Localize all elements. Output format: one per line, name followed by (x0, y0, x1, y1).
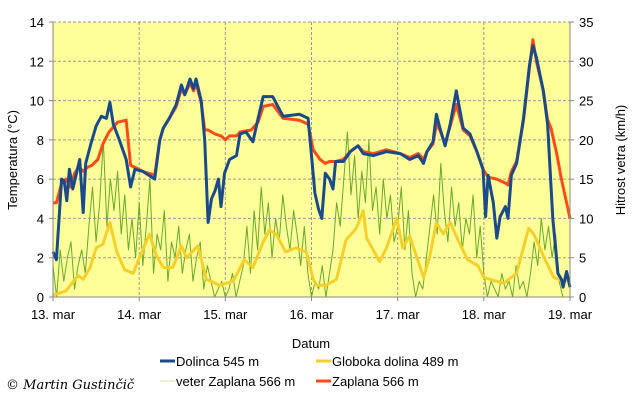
y2-tick-label: 5 (579, 251, 586, 266)
y-tick-label: 10 (30, 94, 44, 109)
y-tick-label: 6 (37, 172, 44, 187)
series-globoka-dolina-489-m (52, 209, 571, 297)
y2-tick-label: 20 (579, 133, 593, 148)
y2-axis-label: Hitrost vetra (km/h) (613, 105, 628, 216)
x-tick-label: 17. mar (376, 307, 421, 322)
x-tick-label: 14. mar (117, 307, 162, 322)
y2-tick-label: 35 (579, 15, 593, 30)
x-tick-label: 15. mar (203, 307, 248, 322)
y-tick-label: 8 (37, 133, 44, 148)
y2-tick-label: 10 (579, 211, 593, 226)
legend-label: veter Zaplana 566 m (176, 374, 295, 389)
legend-label: Zaplana 566 m (332, 374, 419, 389)
x-axis-label: Datum (292, 336, 330, 351)
legend-label: Globoka dolina 489 m (332, 354, 458, 369)
x-tick-label: 16. mar (289, 307, 334, 322)
legend: Dolinca 545 m Globoka dolina 489 m veter Z… (160, 354, 458, 389)
y-tick-label: 2 (37, 251, 44, 266)
x-tick-label: 13. mar (31, 307, 76, 322)
y-tick-label: 14 (30, 15, 44, 30)
y2-tick-label: 25 (579, 94, 593, 109)
y2-tick-label: 30 (579, 54, 593, 69)
y-tick-label: 4 (37, 211, 44, 226)
axes: 0 2 4 6 8 10 12 14 0 5 10 15 20 25 30 35 13. mar 14. mar 1… (30, 15, 594, 322)
y2-tick-label: 15 (579, 172, 593, 187)
series-group (51, 38, 572, 298)
y-axis-label: Temperatura (°C) (5, 110, 20, 210)
y2-tick-label: 0 (579, 290, 586, 305)
y-tick-label: 12 (30, 54, 44, 69)
x-tick-label: 18. mar (462, 307, 507, 322)
y-tick-label: 0 (37, 290, 44, 305)
x-tick-label: 19. mar (548, 307, 593, 322)
copyright-text: © Martin Gustinčič (6, 378, 135, 393)
series-dolinca-545-m (51, 44, 572, 289)
legend-label: Dolinca 545 m (176, 354, 259, 369)
